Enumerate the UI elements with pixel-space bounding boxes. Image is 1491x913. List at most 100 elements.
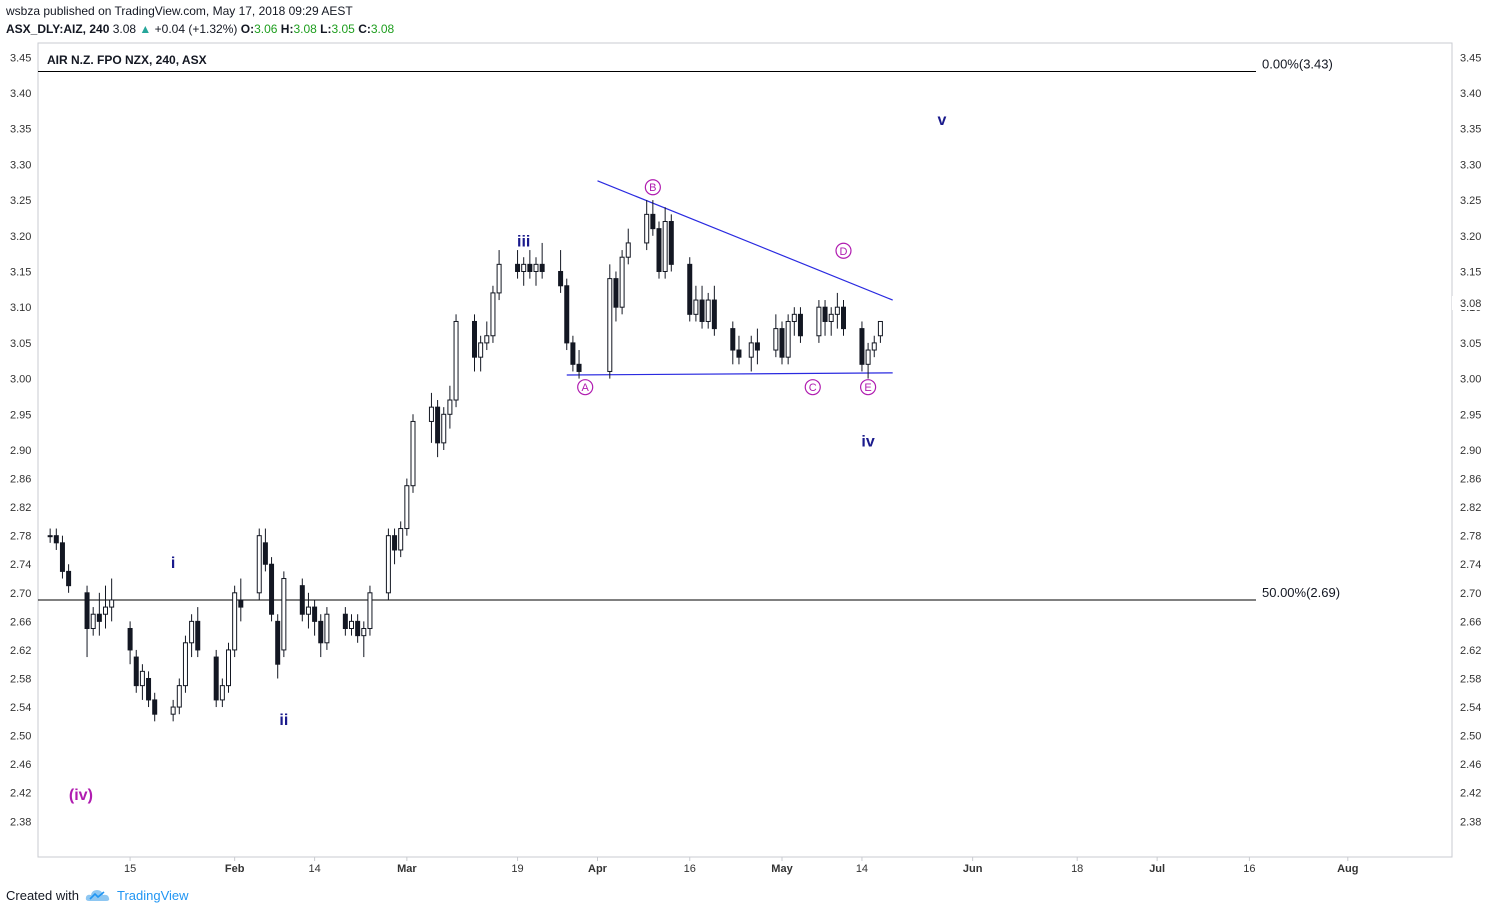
- price-chart[interactable]: 0.00%(3.43)50.00%(2.69) (iv)iiiiiiivvABC…: [0, 0, 1491, 880]
- y-tick-right: 3.20: [1460, 231, 1481, 243]
- y-tick-left: 2.42: [10, 788, 31, 800]
- y-tick-left: 2.70: [10, 588, 31, 600]
- y-tick-left: 3.25: [10, 195, 31, 207]
- triangle-trendline[interactable]: [566, 372, 893, 376]
- candle: [877, 320, 883, 343]
- candle: [182, 635, 188, 693]
- candle: [478, 335, 484, 372]
- y-axis-right[interactable]: 3.453.403.353.303.253.203.153.103.053.00…: [1460, 52, 1481, 828]
- y-tick-right: 2.38: [1460, 816, 1481, 828]
- candle: [668, 214, 674, 272]
- candle: [834, 292, 840, 329]
- triangle-point-label[interactable]: B: [644, 179, 661, 196]
- candle: [435, 400, 441, 458]
- y-tick-left: 2.38: [10, 816, 31, 828]
- candle: [96, 592, 102, 636]
- chart-title: AIR N.Z. FPO NZX, 240, ASX: [47, 53, 207, 67]
- candle: [576, 350, 582, 379]
- candle: [625, 228, 631, 265]
- y-tick-right: 2.70: [1460, 588, 1481, 600]
- y-tick-left: 3.05: [10, 338, 31, 350]
- candle: [699, 285, 705, 329]
- publisher-name[interactable]: wsbza: [6, 4, 41, 18]
- candle: [404, 478, 410, 536]
- candle: [558, 250, 564, 293]
- candle: [730, 321, 736, 365]
- triangle-point-label[interactable]: E: [859, 379, 877, 396]
- wave-label[interactable]: v: [937, 112, 946, 129]
- candle: [711, 285, 717, 336]
- candle: [748, 335, 754, 372]
- candle: [527, 250, 533, 279]
- candle: [176, 678, 182, 715]
- candle: [47, 528, 53, 543]
- triangle-point-label[interactable]: C: [804, 379, 821, 396]
- y-tick-right: 2.90: [1460, 445, 1481, 457]
- tradingview-cloud-icon: [85, 890, 110, 901]
- wave-label[interactable]: iii: [517, 234, 530, 251]
- open-label: O:: [240, 22, 255, 36]
- candle: [871, 335, 877, 358]
- x-axis[interactable]: 15 Feb 14 Mar 19 Apr 16 May 14 Jun 18 Jul 16 Aug: [124, 857, 1359, 875]
- x-tick-label: 16: [684, 863, 696, 875]
- svg-text:C: C: [809, 382, 817, 394]
- candle: [693, 285, 699, 322]
- y-tick-right: 2.95: [1460, 409, 1481, 421]
- svg-text:D: D: [840, 246, 848, 258]
- y-tick-left: 3.35: [10, 124, 31, 136]
- candle: [533, 257, 539, 286]
- tradingview-link[interactable]: TradingView: [116, 887, 189, 903]
- close-value: 3.08: [370, 22, 395, 36]
- candle: [195, 607, 201, 658]
- candle: [219, 678, 225, 708]
- svg-text:A: A: [582, 382, 590, 394]
- created-with-text: Created with: [6, 887, 79, 903]
- y-tick-left: 2.62: [10, 645, 31, 657]
- low-label: L:: [320, 22, 332, 36]
- candle: [484, 321, 490, 351]
- candle: [170, 699, 176, 722]
- candle: [59, 535, 65, 579]
- wave-label[interactable]: (iv): [69, 787, 93, 804]
- candle: [410, 414, 416, 493]
- candle: [238, 578, 244, 622]
- y-axis-left[interactable]: 3.45 3.40 3.35 3.30 3.25 3.20 3.15 3.10 3.05 3.00…: [10, 52, 31, 828]
- triangle-point-label[interactable]: A: [577, 379, 594, 396]
- y-tick-right: 2.58: [1460, 673, 1481, 685]
- y-tick-left: 2.90: [10, 445, 31, 457]
- footer: Created with TradingView: [6, 887, 189, 903]
- y-tick-left: 2.82: [10, 502, 31, 514]
- candle: [318, 614, 324, 658]
- x-tick-label: Feb: [225, 863, 245, 875]
- last-price: 3.08: [112, 22, 137, 36]
- triangle-point-label[interactable]: D: [835, 242, 852, 259]
- candle: [570, 335, 576, 372]
- y-tick-right: 2.78: [1460, 531, 1481, 543]
- close-label: C:: [358, 22, 371, 36]
- candle: [189, 614, 195, 658]
- candle: [275, 614, 281, 679]
- wave-label[interactable]: ii: [279, 712, 288, 729]
- candle: [785, 314, 791, 365]
- plot-area[interactable]: [37, 42, 1453, 858]
- wave-label[interactable]: i: [171, 555, 175, 572]
- candle: [103, 585, 108, 629]
- y-tick-left: 3.45: [10, 52, 31, 64]
- y-tick-left: 2.95: [10, 409, 31, 421]
- y-tick-left: 2.54: [10, 702, 31, 714]
- candle: [441, 407, 447, 450]
- candle: [269, 557, 275, 622]
- y-tick-right: 2.46: [1460, 759, 1481, 771]
- wave-label[interactable]: iv: [861, 433, 874, 450]
- symbol-line: ASX_DLY:AIZ, 240 3.08 ▲ +0.04 (+1.32%) O…: [6, 22, 394, 36]
- candle: [754, 328, 760, 365]
- candle: [828, 307, 834, 336]
- candle: [281, 571, 287, 658]
- y-tick-right: 3.25: [1460, 195, 1481, 207]
- candle: [355, 614, 361, 643]
- high-label: H:: [280, 22, 294, 36]
- y-tick-right: 3.15: [1460, 266, 1481, 278]
- y-tick-right: 2.62: [1460, 645, 1481, 657]
- candle: [152, 692, 158, 722]
